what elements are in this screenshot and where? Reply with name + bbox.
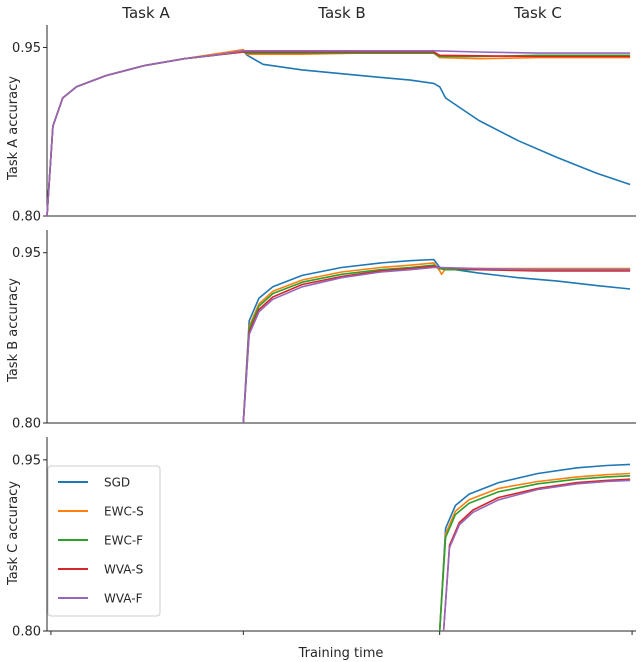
series-line-sgd xyxy=(438,463,631,632)
ylabel-task-a: Task A accuracy xyxy=(6,76,21,181)
series-line-ewc-s xyxy=(46,48,631,217)
panel-task-b: 0.80 0.95 xyxy=(12,230,636,432)
series-line-wva-s xyxy=(442,478,631,632)
legend-label-sgd: SGD xyxy=(104,476,130,490)
series-line-ewc-f xyxy=(242,264,631,424)
y-tick-label: 0.80 xyxy=(12,625,41,640)
x-axis-label: Training time xyxy=(298,646,384,661)
series-line-sgd xyxy=(242,258,631,424)
series-line-wva-s xyxy=(46,51,631,217)
series-line-ewc-s xyxy=(438,472,631,632)
y-tick-label: 0.80 xyxy=(12,210,41,225)
series-line-wva-f xyxy=(46,49,631,217)
legend-label-wva-f: WVA-F xyxy=(104,592,143,606)
ylabel-task-c: Task C accuracy xyxy=(6,481,21,586)
series-line-wva-f xyxy=(242,266,631,424)
series-line-wva-f xyxy=(442,479,631,632)
legend: SGD EWC-S EWC-F WVA-S WVA-F xyxy=(47,465,161,617)
legend-box xyxy=(47,465,161,617)
panel-task-a: 0.80 0.95 xyxy=(12,25,636,225)
legend-label-ewc-f: EWC-F xyxy=(104,534,143,548)
task-title-a: Task A xyxy=(121,4,170,22)
series-line-ewc-f xyxy=(46,51,631,217)
panel-task-c: 0.80 0.95 xyxy=(12,437,636,640)
y-tick-label: 0.95 xyxy=(12,41,41,56)
series-line-wva-s xyxy=(242,265,631,424)
ylabel-task-b: Task B accuracy xyxy=(6,278,21,383)
legend-label-ewc-s: EWC-S xyxy=(104,505,144,519)
legend-label-wva-s: WVA-S xyxy=(104,563,143,577)
task-title-c: Task C xyxy=(513,4,562,22)
series-line-ewc-f xyxy=(438,475,631,632)
series-line-sgd xyxy=(46,49,631,217)
y-tick-label: 0.80 xyxy=(12,417,41,432)
y-tick-label: 0.95 xyxy=(12,453,41,468)
task-title-b: Task B xyxy=(317,4,365,22)
y-tick-label: 0.95 xyxy=(12,246,41,261)
